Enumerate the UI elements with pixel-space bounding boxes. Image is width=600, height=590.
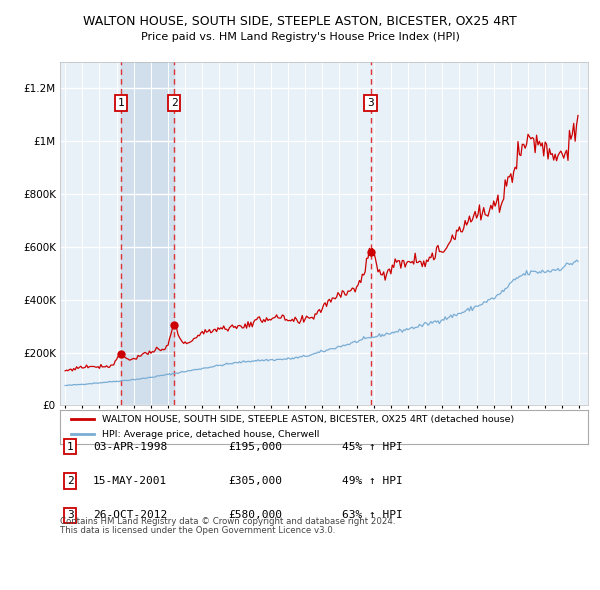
Text: 45% ↑ HPI: 45% ↑ HPI: [342, 442, 403, 451]
Text: 49% ↑ HPI: 49% ↑ HPI: [342, 476, 403, 486]
Text: WALTON HOUSE, SOUTH SIDE, STEEPLE ASTON, BICESTER, OX25 4RT: WALTON HOUSE, SOUTH SIDE, STEEPLE ASTON,…: [83, 15, 517, 28]
Text: HPI: Average price, detached house, Cherwell: HPI: Average price, detached house, Cher…: [102, 430, 320, 439]
Bar: [121, 62, 175, 405]
Text: Contains HM Land Registry data © Crown copyright and database right 2024.: Contains HM Land Registry data © Crown c…: [60, 517, 395, 526]
Text: 63% ↑ HPI: 63% ↑ HPI: [342, 510, 403, 520]
Text: £195,000: £195,000: [228, 442, 282, 451]
Text: 26-OCT-2012: 26-OCT-2012: [93, 510, 167, 520]
Text: £305,000: £305,000: [228, 476, 282, 486]
Text: Price paid vs. HM Land Registry's House Price Index (HPI): Price paid vs. HM Land Registry's House …: [140, 32, 460, 42]
Text: 2: 2: [67, 476, 74, 486]
Text: £580,000: £580,000: [228, 510, 282, 520]
Text: 1: 1: [118, 98, 124, 108]
Text: 03-APR-1998: 03-APR-1998: [93, 442, 167, 451]
Text: WALTON HOUSE, SOUTH SIDE, STEEPLE ASTON, BICESTER, OX25 4RT (detached house): WALTON HOUSE, SOUTH SIDE, STEEPLE ASTON,…: [102, 415, 514, 424]
Text: 3: 3: [367, 98, 374, 108]
Text: 2: 2: [171, 98, 178, 108]
Text: This data is licensed under the Open Government Licence v3.0.: This data is licensed under the Open Gov…: [60, 526, 335, 535]
Text: 3: 3: [67, 510, 74, 520]
Text: 1: 1: [67, 442, 74, 451]
Text: 15-MAY-2001: 15-MAY-2001: [93, 476, 167, 486]
